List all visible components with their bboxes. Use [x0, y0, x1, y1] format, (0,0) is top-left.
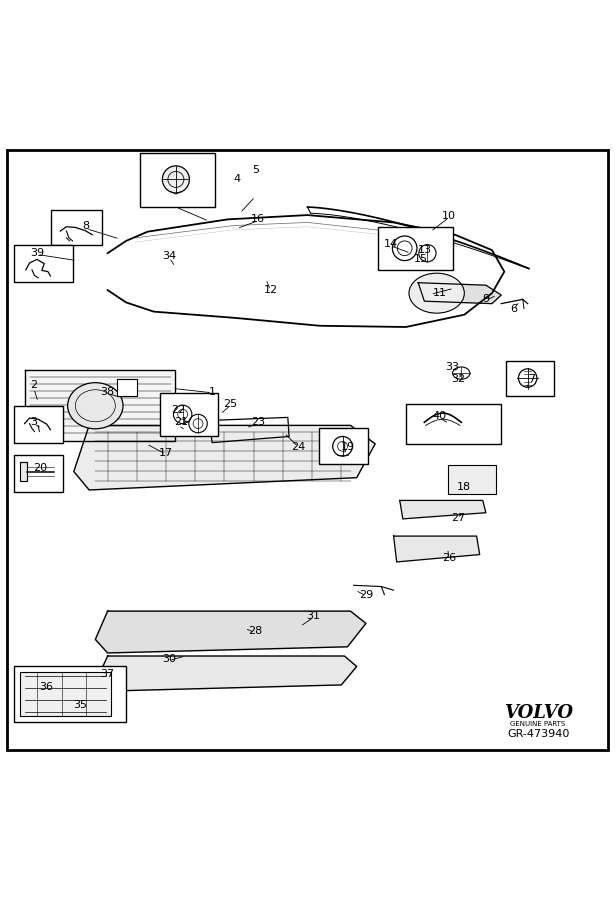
Text: 35: 35: [73, 700, 87, 710]
Polygon shape: [74, 426, 375, 490]
Text: 8: 8: [82, 220, 90, 230]
Bar: [20, 672, 111, 716]
Ellipse shape: [409, 274, 464, 313]
Text: 5: 5: [252, 166, 259, 176]
Text: GR-473940: GR-473940: [507, 729, 569, 739]
Text: 38: 38: [101, 387, 114, 397]
Text: 21: 21: [175, 418, 188, 428]
Polygon shape: [418, 283, 501, 303]
Text: 29: 29: [359, 590, 373, 599]
Text: 25: 25: [224, 399, 237, 409]
Text: 27: 27: [451, 513, 466, 523]
Text: GENUINE PARTS: GENUINE PARTS: [510, 721, 566, 727]
Text: 13: 13: [418, 245, 431, 255]
Text: 34: 34: [162, 251, 176, 261]
Text: 23: 23: [252, 418, 265, 428]
Bar: [140, 153, 215, 207]
Text: VOLVO: VOLVO: [504, 704, 573, 722]
Text: 24: 24: [291, 442, 306, 452]
Text: 26: 26: [442, 553, 456, 562]
Bar: [51, 210, 102, 245]
Text: 30: 30: [162, 654, 176, 664]
Text: 7: 7: [528, 374, 536, 384]
Bar: [14, 454, 63, 491]
Bar: [448, 464, 496, 494]
Text: 4: 4: [233, 175, 240, 184]
Text: 19: 19: [341, 442, 354, 452]
Text: 40: 40: [433, 411, 446, 421]
Bar: [14, 245, 73, 282]
Text: 37: 37: [101, 670, 114, 680]
Text: 33: 33: [445, 362, 459, 372]
Text: 20: 20: [33, 464, 47, 473]
Text: 17: 17: [159, 448, 173, 458]
Circle shape: [162, 166, 189, 193]
Bar: [378, 227, 453, 270]
Text: 22: 22: [171, 405, 186, 415]
Text: 3: 3: [30, 418, 38, 428]
Text: 15: 15: [415, 255, 428, 265]
Text: 9: 9: [482, 294, 490, 304]
Bar: [319, 428, 368, 464]
Polygon shape: [400, 500, 486, 519]
Text: 1: 1: [208, 387, 216, 397]
Text: 16: 16: [252, 214, 265, 224]
Text: 32: 32: [451, 374, 465, 384]
Text: 39: 39: [30, 248, 44, 258]
Text: 11: 11: [433, 288, 446, 298]
Text: 18: 18: [458, 482, 471, 492]
Ellipse shape: [68, 382, 123, 428]
Text: 28: 28: [248, 626, 263, 636]
Polygon shape: [25, 370, 175, 441]
Text: 10: 10: [442, 212, 456, 221]
Text: 31: 31: [307, 611, 320, 621]
Text: 2: 2: [30, 381, 38, 391]
Bar: [20, 463, 27, 481]
Text: 36: 36: [39, 682, 53, 692]
Polygon shape: [394, 536, 480, 562]
Bar: [14, 406, 63, 443]
Bar: [14, 666, 126, 723]
Bar: [406, 404, 501, 444]
Bar: [506, 361, 554, 397]
Polygon shape: [97, 656, 357, 691]
Bar: [117, 379, 137, 397]
Bar: [160, 392, 218, 436]
Polygon shape: [95, 611, 366, 653]
Text: 6: 6: [510, 303, 517, 313]
Text: 14: 14: [384, 239, 397, 249]
Text: 12: 12: [264, 285, 277, 295]
